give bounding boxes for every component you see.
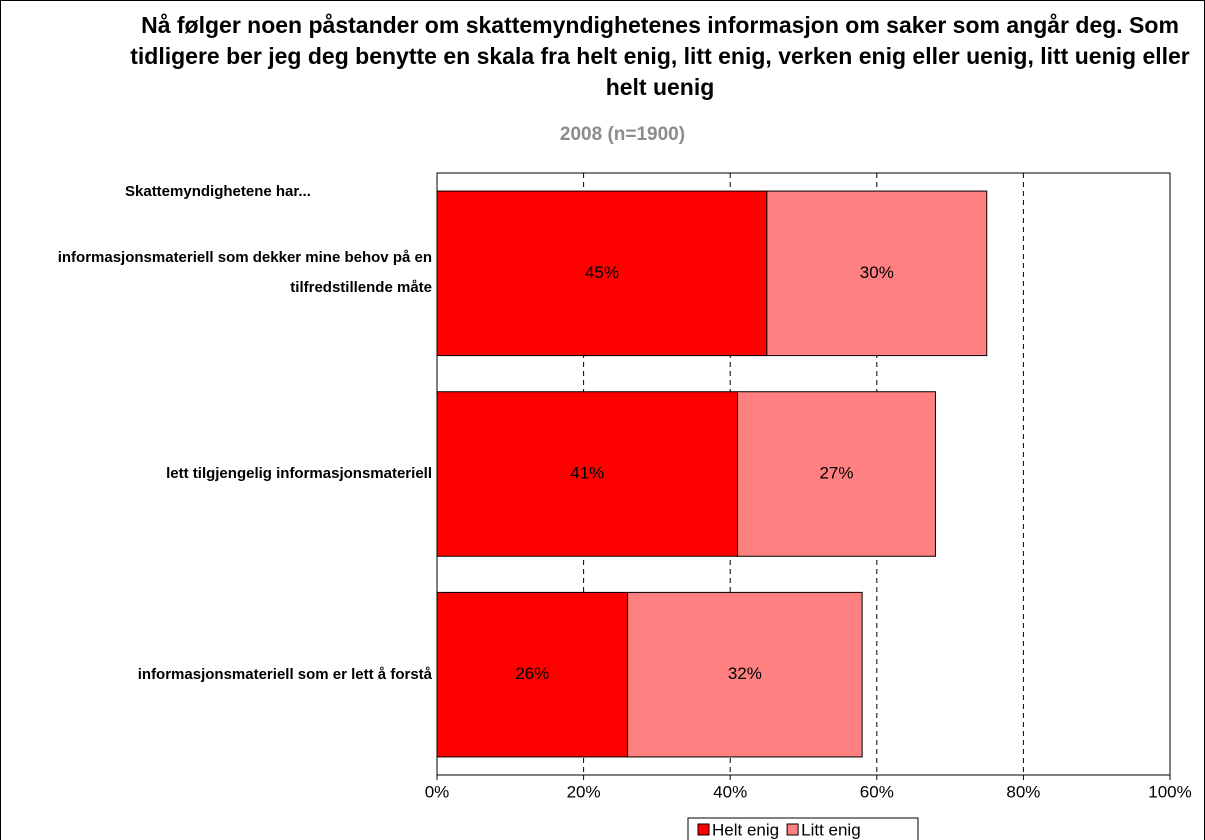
bar <box>737 391 936 557</box>
x-tick-label: 100% <box>1148 782 1191 801</box>
y-tick-label: lett tilgjengelig informasjonsmateriell <box>166 465 432 482</box>
x-tick-label: 0% <box>425 782 450 801</box>
x-tick-label: 20% <box>567 782 601 801</box>
value-label: 32% <box>728 664 762 683</box>
y-tick-label: informasjonsmateriell som dekker mine be… <box>57 249 432 297</box>
bar <box>436 391 739 557</box>
legend-label: Litt enig <box>801 820 861 839</box>
bar <box>627 591 863 758</box>
y-tick-label: informasjonsmateriell som er lett å fors… <box>137 665 432 683</box>
legend-box <box>687 817 919 840</box>
chart-subtitle: 2008 (n=1900) <box>559 124 686 145</box>
x-tick-label: 40% <box>713 782 747 801</box>
legend-swatch <box>786 823 799 836</box>
legend-label: Helt enig <box>712 820 779 839</box>
bar <box>766 190 988 357</box>
value-label: 41% <box>570 463 604 482</box>
value-label: 27% <box>819 463 853 482</box>
x-tick-label: 80% <box>1006 782 1040 801</box>
value-label: 30% <box>860 263 894 282</box>
bar <box>436 591 629 758</box>
x-tick-label: 60% <box>860 782 894 801</box>
legend-swatch <box>697 823 710 836</box>
value-label: 26% <box>515 664 549 683</box>
annotation: Skattemyndighetene har... <box>125 183 311 200</box>
chart-title: Nå følger noen påstander om skattemyndig… <box>130 12 1190 100</box>
value-label: 45% <box>585 263 619 282</box>
